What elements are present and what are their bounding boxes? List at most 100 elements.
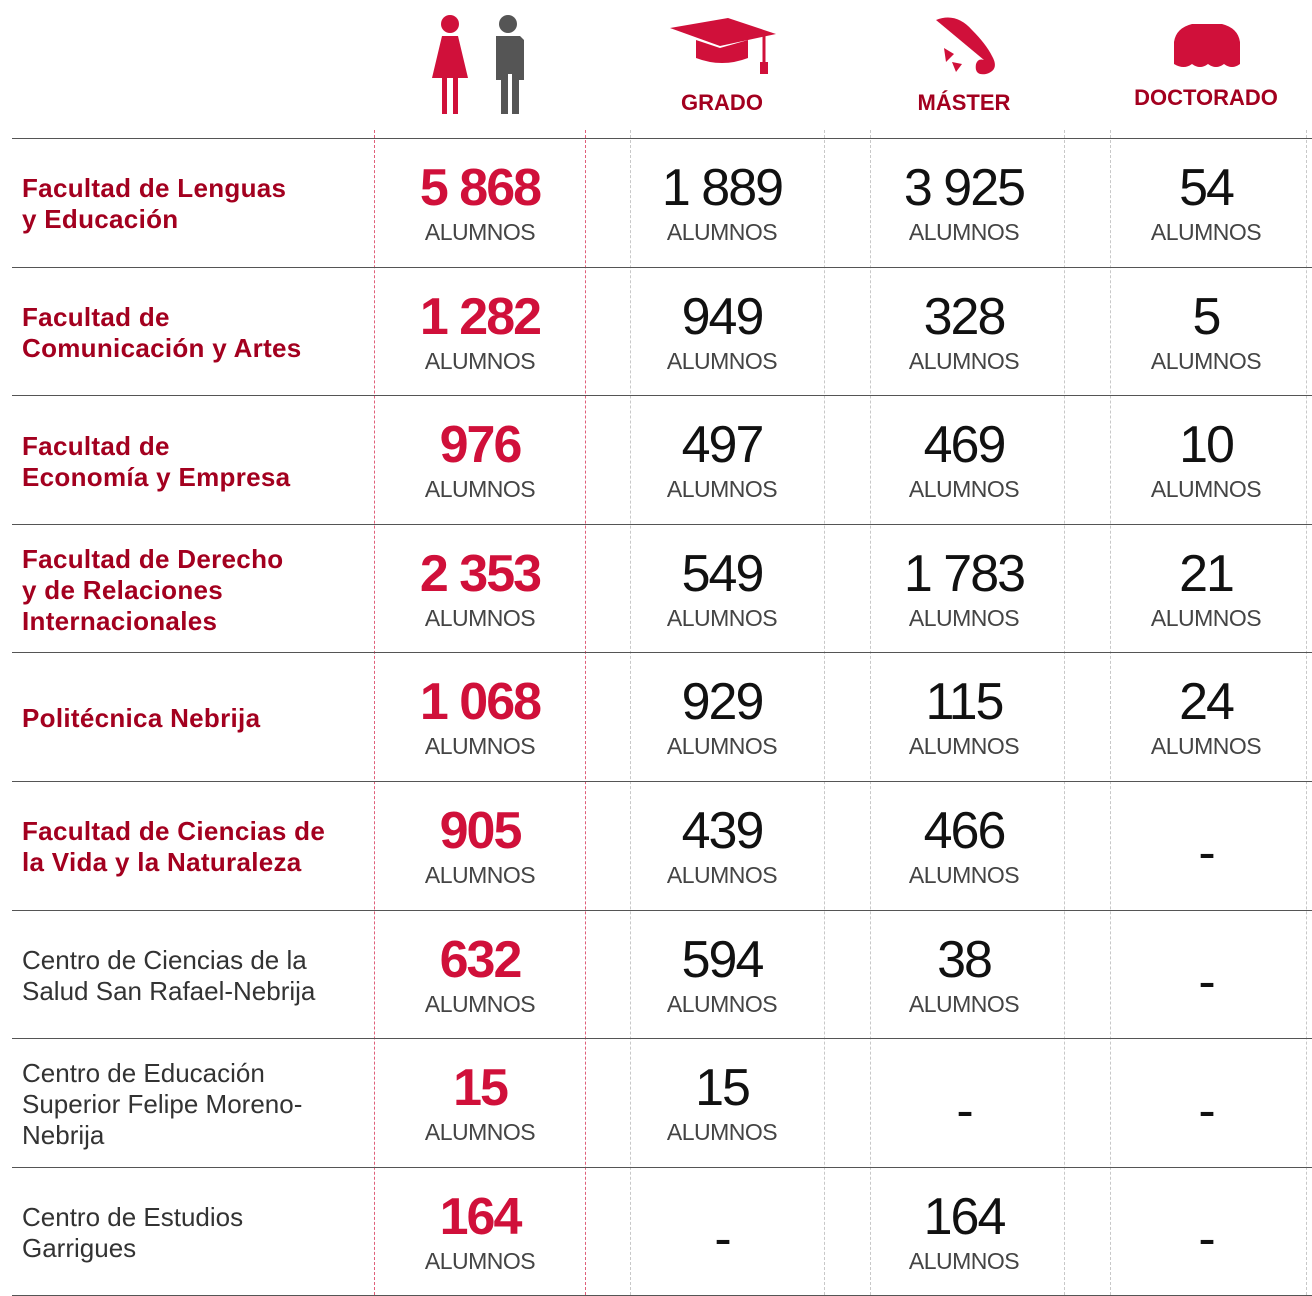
- cell-value: 5 868: [419, 159, 542, 217]
- cell-value: 5: [1192, 287, 1222, 346]
- row-label-line: Superior Felipe Moreno-: [22, 1089, 303, 1119]
- cell-unit: ALUMNOS: [1150, 476, 1262, 503]
- cell-value: 164: [439, 1187, 523, 1246]
- cell-unit: ALUMNOS: [424, 990, 536, 1017]
- cell-value: 2 353: [419, 544, 542, 603]
- cell-unit: ALUMNOS: [1150, 604, 1262, 631]
- cell-unit: ALUMNOS: [424, 476, 536, 503]
- cell-unit: ALUMNOS: [908, 476, 1020, 503]
- cell-value: 466: [923, 802, 1007, 860]
- cell-value: 1 889: [661, 159, 784, 217]
- cell-value: 497: [681, 416, 765, 475]
- cell-value: 10: [1179, 416, 1235, 475]
- row-label: Centro de Educación Superior Felipe Moren…: [22, 1058, 367, 1151]
- cell-value: 328: [923, 287, 1007, 346]
- row-label-line: Salud San Rafael-Nebrija: [22, 975, 316, 1006]
- cell-unit: ALUMNOS: [424, 862, 536, 888]
- cell-unit: ALUMNOS: [424, 604, 536, 631]
- cell-unit: ALUMNOS: [908, 347, 1020, 374]
- row-label-line: y Educación: [22, 204, 179, 235]
- row-label-line: Facultad de: [22, 430, 170, 461]
- grado-icon: [670, 18, 776, 74]
- cell-unit: ALUMNOS: [424, 219, 536, 245]
- cell-value: 21: [1179, 544, 1235, 603]
- cell-unit: ALUMNOS: [908, 604, 1020, 631]
- cell-value: 594: [681, 930, 765, 989]
- cell-unit: ALUMNOS: [1150, 733, 1262, 760]
- row-divider: [12, 1166, 1312, 1168]
- cell-unit: ALUMNOS: [666, 1119, 778, 1146]
- row-label: Facultad de Lenguas y Educación: [22, 173, 367, 235]
- cell-value: 3 925: [903, 159, 1026, 217]
- cell-empty: -: [1198, 1081, 1215, 1140]
- row-label-line: y de Relaciones: [22, 574, 224, 605]
- cell-empty: -: [1198, 1210, 1215, 1269]
- column-divider: [585, 130, 586, 1296]
- cell-value: 115: [925, 673, 1005, 732]
- cell-unit: ALUMNOS: [908, 1247, 1020, 1274]
- cell-unit: ALUMNOS: [424, 1247, 536, 1274]
- cell-value: 54: [1179, 159, 1235, 217]
- cell-value: 1 783: [903, 544, 1026, 603]
- row-divider: [12, 909, 1312, 911]
- cell-unit: ALUMNOS: [666, 476, 778, 503]
- row-label: Centro de Estudios Garrigues: [22, 1202, 367, 1264]
- row-label: Facultad de Comunicación y Artes: [22, 302, 367, 364]
- row-label: Facultad de Ciencias de la Vida y la Natu…: [22, 816, 367, 878]
- cell-value: 15: [695, 1059, 751, 1118]
- row-divider: [12, 1038, 1312, 1040]
- cell-unit: ALUMNOS: [1150, 219, 1262, 245]
- cell-value: 439: [681, 802, 765, 860]
- column-divider: [870, 130, 871, 1296]
- row-label-line: Facultad de: [22, 301, 170, 332]
- row-label: Facultad de Economía y Empresa: [22, 431, 367, 493]
- cell-value: 632: [439, 930, 523, 989]
- doctorado-icon: [1174, 24, 1240, 67]
- row-label-line: Politécnica Nebrija: [22, 703, 261, 734]
- cell-unit: ALUMNOS: [666, 347, 778, 374]
- cell-empty: -: [714, 1210, 731, 1269]
- row-divider: [12, 781, 1312, 782]
- cell-unit: ALUMNOS: [666, 990, 778, 1017]
- row-label-line: Economía y Empresa: [22, 461, 291, 492]
- cell-unit: ALUMNOS: [424, 1119, 536, 1146]
- cell-value: 905: [439, 802, 523, 860]
- cell-unit: ALUMNOS: [908, 990, 1020, 1017]
- column-divider: [824, 130, 825, 1296]
- row-label-line: Garrigues: [22, 1233, 137, 1264]
- cell-unit: ALUMNOS: [666, 604, 778, 631]
- column-header: DOCTORADO: [1134, 85, 1278, 110]
- cell-unit: ALUMNOS: [666, 219, 778, 245]
- row-label-line: Facultad de Lenguas: [22, 173, 287, 204]
- column-divider: [630, 130, 631, 1296]
- cell-value: 15: [453, 1059, 509, 1118]
- row-divider: [12, 266, 1312, 268]
- cell-value: 1 068: [419, 673, 542, 732]
- cell-unit: ALUMNOS: [908, 862, 1020, 888]
- row-divider: [12, 395, 1312, 397]
- cell-value: 164: [923, 1187, 1007, 1246]
- column-divider: [1306, 130, 1307, 1296]
- cell-value: 976: [439, 416, 523, 475]
- cell-value: 929: [681, 673, 765, 732]
- row-label-line: Internacionales: [22, 605, 218, 636]
- row-label-line: Comunicación y Artes: [22, 332, 302, 363]
- column-header: GRADO: [681, 90, 763, 115]
- row-label: Facultad de Derecho y de Relaciones Intern…: [22, 544, 367, 637]
- cell-value: 469: [923, 416, 1007, 475]
- row-label: Politécnica Nebrija: [22, 703, 367, 734]
- row-label-line: Facultad de Ciencias de: [22, 816, 326, 847]
- column-divider: [1110, 130, 1111, 1296]
- master-icon: [936, 17, 995, 75]
- cell-value: 1 282: [419, 287, 542, 346]
- row-divider: [12, 652, 1312, 654]
- column-divider: [1064, 130, 1065, 1296]
- cell-value: 549: [681, 544, 765, 603]
- row-label-line: Centro de Educación: [22, 1058, 265, 1088]
- row-label-line: la Vida y la Naturaleza: [22, 847, 302, 878]
- cell-value: 949: [681, 287, 765, 346]
- people-icon: [432, 15, 524, 114]
- cell-unit: ALUMNOS: [908, 219, 1020, 245]
- cell-unit: ALUMNOS: [424, 733, 536, 760]
